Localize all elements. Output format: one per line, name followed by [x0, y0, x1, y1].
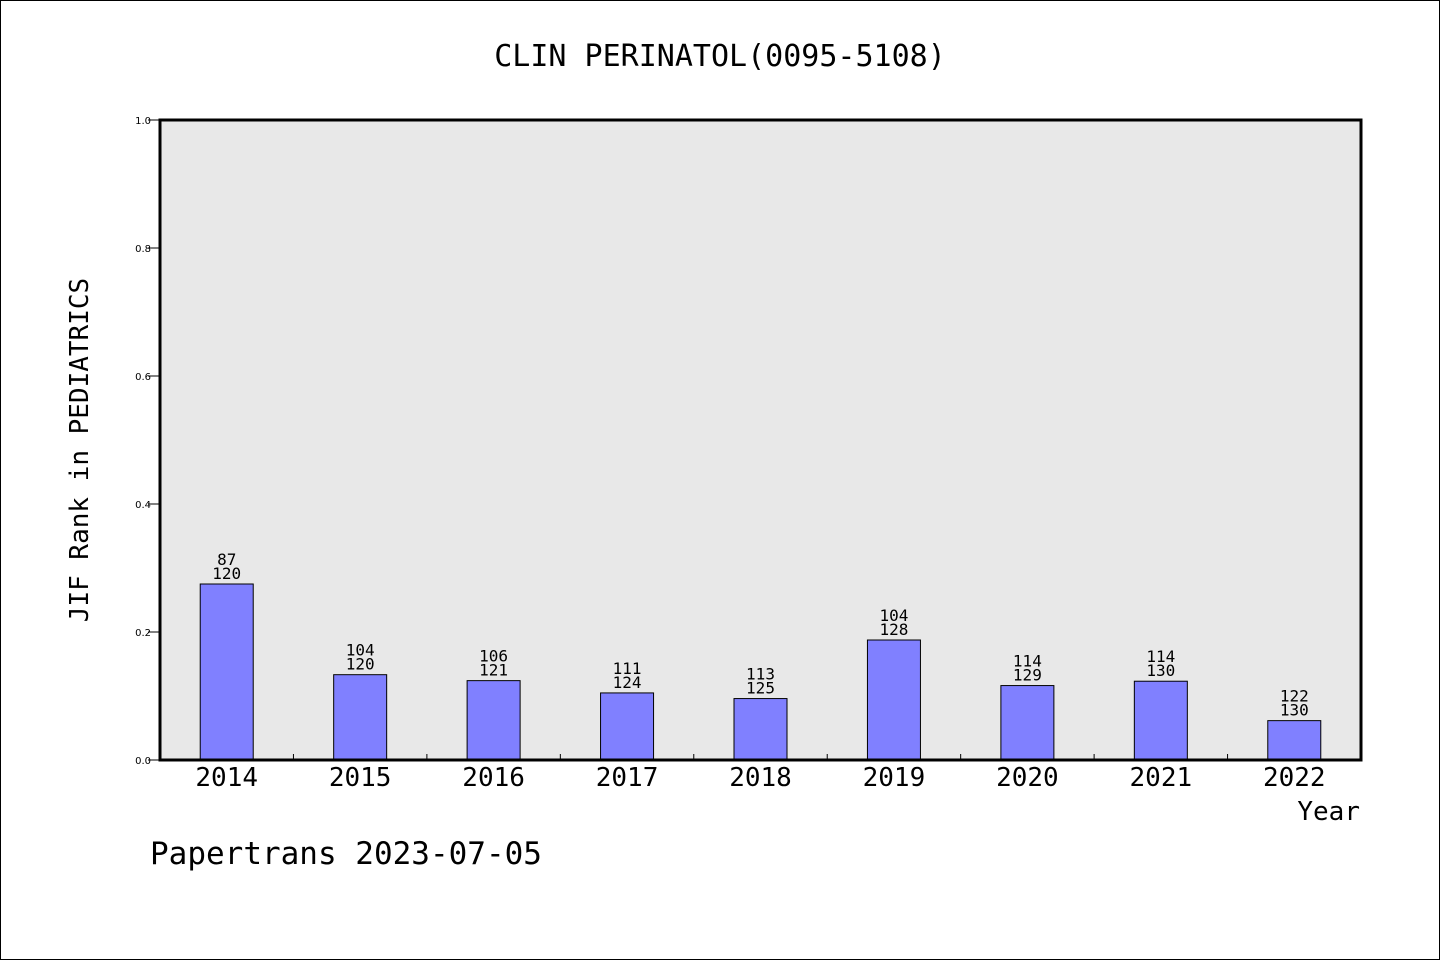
y-tick-label: 0.8 [135, 244, 151, 255]
bar-total-label: 125 [746, 679, 775, 698]
bar-rank-label: 104 [346, 641, 375, 660]
bar-2014 [199, 583, 254, 761]
bars-layer [199, 583, 1322, 761]
x-tick-label: 2015 [329, 763, 392, 793]
bar-rank-label: 111 [613, 659, 642, 678]
bar-2019 [866, 639, 921, 761]
plot-border [158, 118, 1363, 762]
x-tick-label: 2014 [195, 763, 258, 793]
bar-total-label: 129 [1013, 666, 1042, 685]
bar-rank-label: 104 [879, 606, 908, 625]
watermark-text: Papertrans 2023-07-05 [150, 836, 542, 872]
bar-total-label: 120 [212, 564, 241, 583]
bar-2020 [1000, 685, 1055, 761]
x-tick-label: 2022 [1263, 763, 1326, 793]
bar-2015 [333, 674, 388, 761]
bar-total-label: 128 [879, 620, 908, 639]
bar-total-label: 130 [1146, 661, 1175, 680]
bar-2021 [1133, 680, 1188, 761]
x-tick-label: 2020 [996, 763, 1059, 793]
bar-rank-label: 106 [479, 647, 508, 666]
x-tick-label: 2019 [863, 763, 926, 793]
x-tick-label: 2016 [462, 763, 525, 793]
bar-rank-label: 113 [746, 665, 775, 684]
y-axis: 0.0 0.2 0.4 0.6 0.8 1.0 [135, 116, 160, 767]
bar-2022 [1267, 720, 1322, 761]
x-axis: 2014 2015 2016 2017 2018 2019 2020 2021 2022 [195, 754, 1326, 793]
bar-2016 [466, 680, 521, 761]
bar-2018 [733, 698, 788, 761]
bar-rank-label: 114 [1146, 647, 1175, 666]
x-tick-label: 2018 [729, 763, 792, 793]
bar-total-label: 120 [346, 655, 375, 674]
bar-total-label: 121 [479, 661, 508, 680]
y-tick-label: 0.0 [135, 756, 151, 767]
bar-total-label: 130 [1280, 701, 1309, 720]
x-tick-label: 2021 [1130, 763, 1193, 793]
x-tick-label: 2017 [596, 763, 659, 793]
y-tick-label: 0.4 [135, 500, 151, 511]
chart-title: CLIN PERINATOL(0095-5108) [494, 39, 946, 74]
y-axis-label: JIF Rank in PEDIATRICS [65, 278, 95, 622]
bar-rank-label: 87 [217, 550, 236, 569]
plot-area [160, 120, 1361, 760]
bar-rank-label: 114 [1013, 652, 1042, 671]
x-axis-label: Year [1297, 797, 1360, 827]
bar-rank-label: 122 [1280, 687, 1309, 706]
y-tick-label: 0.2 [135, 628, 151, 639]
y-tick-label: 0.6 [135, 372, 151, 383]
bar-total-label: 124 [613, 673, 642, 692]
bar-2017 [600, 692, 655, 761]
y-tick-label: 1.0 [135, 116, 151, 127]
